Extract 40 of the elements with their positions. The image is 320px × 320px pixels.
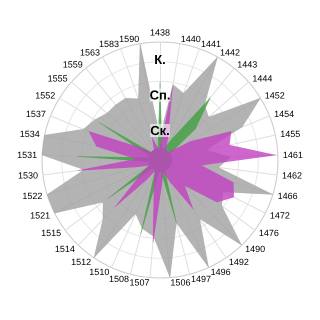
spoke-label: 1506 — [170, 278, 190, 288]
spoke-label: 1455 — [280, 129, 300, 140]
spoke-label: 1441 — [200, 39, 222, 50]
spoke-label: 1510 — [89, 267, 110, 278]
spoke-label: 1507 — [130, 278, 150, 288]
spoke-label: 1497 — [190, 274, 212, 284]
spoke-label: 1534 — [20, 129, 40, 140]
spoke-label: 1438 — [150, 28, 170, 38]
spoke-label: 1521 — [30, 210, 50, 220]
spoke-label: 1462 — [282, 170, 302, 181]
spoke-label: 1496 — [210, 267, 231, 278]
text: Сп. — [150, 88, 170, 103]
spoke-label: 1537 — [26, 109, 46, 120]
spoke-label: 1555 — [48, 74, 68, 84]
spoke-label: 1443 — [237, 59, 258, 70]
spoke-label: 1440 — [180, 34, 201, 44]
spoke-label: 1492 — [228, 256, 249, 267]
spoke-label: 1583 — [98, 39, 120, 50]
spoke-label: 1514 — [54, 244, 75, 254]
spoke-label: 1522 — [22, 191, 42, 202]
spoke-label: 1461 — [282, 150, 303, 160]
spoke-label: 1472 — [270, 210, 290, 220]
spoke-label: 1444 — [252, 74, 272, 84]
spoke-label: 1476 — [258, 228, 279, 238]
text: К. — [154, 52, 166, 68]
spoke-label: 1515 — [41, 228, 62, 238]
spoke-label: 1590 — [119, 34, 140, 44]
spoke-label: 1530 — [18, 170, 38, 181]
spoke-label: 1563 — [80, 48, 100, 58]
spoke-label: 1531 — [17, 150, 38, 160]
spoke-label: 1466 — [278, 191, 298, 202]
spoke-label: 1559 — [62, 59, 83, 70]
spoke-label: 1512 — [71, 256, 92, 267]
spoke-label: 1452 — [264, 90, 285, 101]
spoke-label: 1508 — [108, 274, 130, 284]
text: Ск. — [150, 123, 170, 138]
spoke-label: 1442 — [220, 48, 240, 58]
spoke-label: 1552 — [35, 90, 56, 101]
spoke-label: 1454 — [274, 109, 294, 120]
spoke-label: 1490 — [245, 244, 266, 254]
